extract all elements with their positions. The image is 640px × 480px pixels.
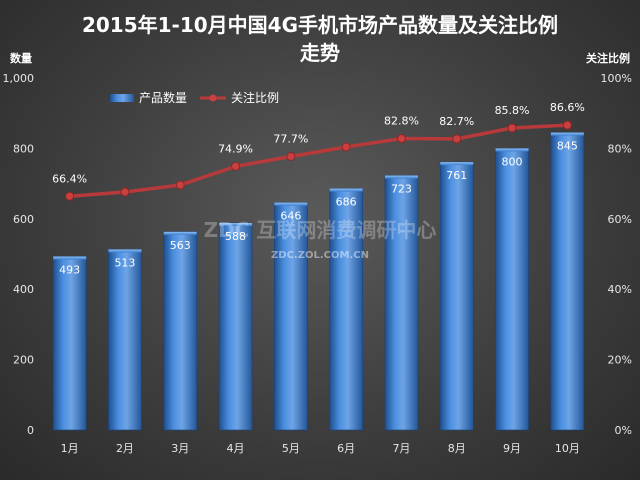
- bar-cap: [329, 188, 363, 192]
- x-axis-ticks: 1月 2月 3月 4月 5月 6月 7月 8月 9月 10月: [61, 442, 580, 455]
- bar: [274, 202, 308, 431]
- left-tick-label: 0: [27, 424, 34, 437]
- right-tick-label: 60%: [608, 213, 632, 226]
- bar: [52, 256, 87, 431]
- line-path: [69, 123, 568, 199]
- legend: 产品数量 关注比例: [110, 90, 279, 105]
- bar-value-label: 723: [391, 183, 412, 196]
- bar: [495, 148, 529, 431]
- left-axis-ticks: 0 200 400 600 800 1,000: [3, 72, 35, 437]
- bar-value-label: 513: [114, 256, 135, 269]
- legend-line-marker: [209, 94, 217, 102]
- watermark-line1: ZDC 互联网消费调研中心: [204, 218, 437, 242]
- bar-value-label: 563: [170, 239, 191, 252]
- line-point: [341, 142, 351, 152]
- bar-cap: [53, 256, 87, 260]
- left-tick-label: 400: [13, 283, 34, 296]
- line-point: [452, 134, 462, 144]
- x-tick-label: 3月: [171, 442, 189, 455]
- line-point: [120, 187, 130, 197]
- bar-cap: [274, 202, 308, 206]
- line-point-label: 66.4%: [52, 172, 87, 185]
- line-point-label: 74.9%: [218, 142, 253, 155]
- bar-cap: [495, 148, 529, 152]
- bar-cap: [440, 162, 474, 166]
- x-tick-label: 6月: [337, 442, 355, 455]
- bar: [439, 161, 474, 431]
- chart-title-line2: 走势: [300, 41, 340, 65]
- line-point: [507, 123, 517, 133]
- legend-bar-swatch: [110, 94, 134, 102]
- line-point: [396, 134, 406, 144]
- x-tick-label: 5月: [282, 442, 300, 455]
- x-tick-label: 2月: [116, 442, 134, 455]
- watermark-line2: ZDC.ZOL.COM.CN: [271, 250, 369, 261]
- left-tick-label: 800: [13, 142, 34, 155]
- bar-value-label: 686: [336, 196, 357, 209]
- bar-value-label: 761: [446, 169, 467, 182]
- bar: [550, 132, 585, 431]
- bar-value-label: 646: [280, 210, 301, 223]
- right-tick-label: 80%: [608, 142, 632, 155]
- bar-cap: [219, 223, 253, 227]
- x-tick-label: 4月: [227, 442, 245, 455]
- bar-cap: [163, 231, 197, 235]
- right-axis-label: 关注比例: [586, 51, 630, 65]
- line-point-label: 77.7%: [273, 132, 308, 145]
- bar-cap: [550, 132, 584, 136]
- bar-value-label: 588: [225, 230, 246, 243]
- left-tick-label: 1,000: [3, 72, 35, 85]
- legend-entry-bars: 产品数量: [139, 90, 187, 105]
- line-point-label: 86.6%: [550, 101, 585, 114]
- line-point: [231, 161, 241, 171]
- line-series: 66.4% 74.9% 77.7% 82.8% 82.7% 85.8% 86.6%: [52, 101, 585, 201]
- bar-value-label: 800: [502, 155, 523, 168]
- right-tick-label: 20%: [608, 354, 632, 367]
- line-point-label: 85.8%: [495, 104, 530, 117]
- bar-cap: [384, 175, 418, 179]
- x-tick-label: 1月: [61, 442, 79, 455]
- right-tick-label: 100%: [601, 72, 632, 85]
- bar: [108, 249, 142, 431]
- bar: [384, 175, 419, 431]
- left-tick-label: 200: [13, 354, 34, 367]
- chart-title: 2015年1-10月中国4G手机市场产品数量及关注比例: [82, 13, 558, 37]
- line-point-label: 82.8%: [384, 115, 419, 128]
- bar: [329, 188, 363, 431]
- bar-value-label: 845: [557, 140, 578, 153]
- right-tick-label: 40%: [608, 283, 632, 296]
- bar-value-label: 493: [59, 263, 80, 276]
- x-tick-label: 7月: [392, 442, 410, 455]
- bar: [218, 222, 253, 431]
- line-point: [175, 180, 185, 190]
- legend-entry-line: 关注比例: [231, 90, 279, 105]
- x-tick-label: 9月: [503, 442, 521, 455]
- line-point: [562, 120, 572, 130]
- x-tick-label: 10月: [555, 442, 580, 455]
- bar-cap: [108, 249, 142, 253]
- bar-series: 493 513 563 588 646 686 723 761 800 845: [52, 132, 585, 431]
- right-axis-ticks: 0% 20% 40% 60% 80% 100%: [601, 72, 632, 437]
- line-point: [286, 151, 296, 161]
- right-tick-label: 0%: [615, 424, 632, 437]
- line-point: [65, 191, 75, 201]
- watermark: ZDC 互联网消费调研中心 ZDC.ZOL.COM.CN: [204, 218, 437, 261]
- x-tick-label: 8月: [448, 442, 466, 455]
- left-axis-label: 数量: [10, 51, 32, 65]
- left-tick-label: 600: [13, 213, 34, 226]
- bar: [163, 231, 198, 431]
- line-point-label: 82.7%: [439, 115, 474, 128]
